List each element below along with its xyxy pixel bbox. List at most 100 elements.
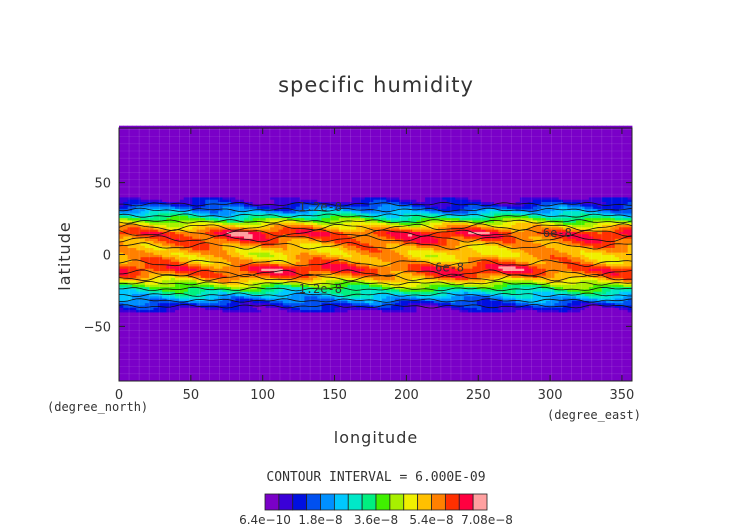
- field-cell: [149, 351, 154, 354]
- field-cell: [438, 307, 443, 311]
- field-cell: [205, 346, 210, 350]
- field-cell: [321, 312, 327, 315]
- field-cell: [519, 295, 525, 299]
- field-cell: [627, 335, 633, 338]
- field-cell: [567, 328, 573, 331]
- field-cell: [584, 328, 590, 331]
- field-cell: [394, 351, 400, 354]
- field-cell: [149, 314, 154, 317]
- field-cell: [619, 358, 624, 361]
- field-cell: [472, 314, 478, 317]
- field-cell: [502, 344, 508, 347]
- field-cell: [123, 284, 129, 288]
- field-cell: [144, 369, 150, 373]
- field-cell: [429, 376, 435, 380]
- field-cell: [231, 302, 236, 306]
- field-cell: [200, 374, 206, 377]
- field-cell: [601, 346, 607, 350]
- field-cell: [304, 358, 310, 361]
- field-cell: [153, 353, 159, 357]
- field-cell: [433, 286, 439, 290]
- field-cell: [123, 289, 129, 292]
- field-cell: [343, 309, 348, 313]
- field-cell: [450, 358, 456, 361]
- field-cell: [256, 330, 262, 334]
- field-cell: [244, 378, 249, 382]
- field-cell: [373, 289, 379, 292]
- field-cell: [494, 318, 499, 322]
- field-cell: [563, 284, 568, 288]
- field-cell: [575, 309, 581, 313]
- field-cell: [213, 378, 219, 382]
- field-cell: [519, 376, 525, 380]
- field-cell: [252, 362, 258, 366]
- field-cell: [403, 367, 409, 370]
- field-cell: [119, 360, 124, 363]
- field-cell: [144, 286, 150, 290]
- field-cell: [196, 335, 202, 338]
- field-cell: [515, 346, 521, 350]
- field-cell: [312, 337, 318, 340]
- field-cell: [386, 325, 391, 329]
- field-cell: [265, 332, 271, 336]
- field-cell: [343, 341, 348, 345]
- field-cell: [511, 293, 516, 297]
- field-cell: [317, 300, 323, 304]
- field-cell: [252, 302, 258, 306]
- field-cell: [183, 323, 189, 327]
- field-cell: [455, 295, 460, 299]
- field-cell: [588, 362, 594, 366]
- field-cell: [498, 286, 504, 290]
- field-cell: [468, 321, 473, 324]
- field-cell: [606, 291, 611, 294]
- field-cell: [127, 298, 133, 301]
- field-cell: [394, 325, 400, 329]
- field-cell: [312, 348, 318, 352]
- field-cell: [476, 339, 482, 343]
- field-cell: [563, 371, 568, 375]
- field-cell: [321, 348, 327, 352]
- field-cell: [205, 376, 210, 380]
- field-cell: [136, 335, 141, 338]
- field-cell: [446, 337, 452, 340]
- field-cell: [541, 353, 547, 357]
- field-cell: [287, 328, 292, 331]
- field-cell: [131, 312, 137, 315]
- field-cell: [131, 335, 137, 338]
- field-cell: [136, 293, 141, 297]
- field-cell: [369, 335, 374, 338]
- field-cell: [623, 341, 629, 345]
- field-cell: [416, 339, 422, 343]
- field-cell: [343, 351, 348, 354]
- field-cell: [119, 358, 124, 361]
- field-cell: [325, 323, 331, 327]
- field-cell: [127, 321, 133, 324]
- field-cell: [386, 323, 391, 327]
- field-cell: [489, 330, 495, 334]
- field-cell: [157, 374, 163, 377]
- field-cell: [506, 371, 512, 375]
- field-cell: [123, 358, 129, 361]
- field-cell: [519, 378, 525, 382]
- field-cell: [558, 362, 564, 366]
- field-cell: [175, 376, 180, 380]
- field-cell: [347, 309, 353, 313]
- field-cell: [532, 371, 538, 375]
- field-cell: [537, 298, 542, 301]
- field-cell: [369, 321, 374, 324]
- field-cell: [144, 374, 150, 377]
- field-cell: [265, 307, 271, 311]
- field-cell: [222, 286, 228, 290]
- field-cell: [554, 353, 560, 357]
- field-cell: [209, 335, 215, 338]
- field-cell: [244, 339, 249, 343]
- field-cell: [252, 307, 258, 311]
- field-cell: [369, 348, 374, 352]
- field-cell: [593, 360, 598, 363]
- field-cell: [515, 293, 521, 297]
- field-cell: [226, 337, 232, 340]
- field-cell: [192, 348, 197, 352]
- field-cell: [545, 344, 551, 347]
- field-cell: [481, 355, 486, 359]
- field-cell: [248, 328, 254, 331]
